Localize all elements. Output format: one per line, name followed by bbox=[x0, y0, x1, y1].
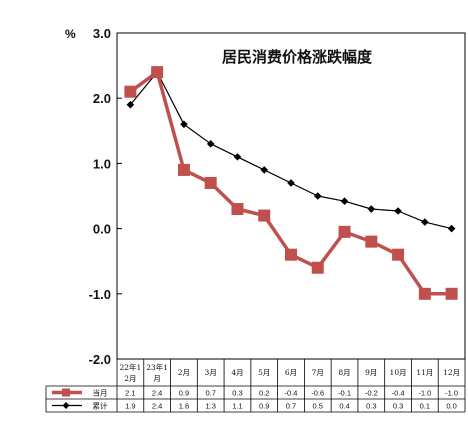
monthly-point bbox=[338, 225, 351, 238]
y-tick-label: 0.0 bbox=[93, 222, 111, 237]
chart-title: 居民消费价格涨跌幅度 bbox=[222, 48, 373, 66]
monthly-point bbox=[124, 85, 137, 98]
table-cell-value: -0.1 bbox=[338, 389, 351, 398]
table-cell-value: 1.3 bbox=[205, 402, 215, 411]
table-cell-value: 0.3 bbox=[366, 402, 376, 411]
monthly-point bbox=[365, 235, 378, 248]
table-cell-value: 1.9 bbox=[125, 402, 135, 411]
monthly-point bbox=[151, 66, 164, 79]
y-tick-label: 3.0 bbox=[93, 26, 111, 41]
y-unit-label: % bbox=[65, 27, 76, 41]
table-cell-value: -0.6 bbox=[311, 389, 324, 398]
plot-frame bbox=[116, 32, 466, 360]
table-cell-value: 0.5 bbox=[313, 402, 323, 411]
cumulative-point bbox=[340, 197, 349, 206]
monthly-point bbox=[204, 176, 217, 189]
cumulative-point bbox=[126, 100, 135, 109]
monthly-point bbox=[418, 287, 431, 300]
x-category-label: 5月 bbox=[258, 368, 270, 377]
x-category-label: 7月 bbox=[312, 368, 324, 377]
y-tick-label: 2.0 bbox=[93, 91, 111, 106]
table-cell-value: -1.0 bbox=[445, 389, 458, 398]
y-tick-label: -1.0 bbox=[89, 287, 111, 302]
table-cell-value: -1.0 bbox=[418, 389, 431, 398]
x-category-label: 月 bbox=[153, 374, 161, 383]
plot-border bbox=[116, 32, 466, 360]
table-cell-value: -0.4 bbox=[392, 389, 405, 398]
cumulative-point bbox=[394, 207, 402, 215]
x-category-label: 2月 bbox=[178, 368, 190, 377]
table-cell-value: 0.2 bbox=[259, 389, 269, 398]
table-cell-value: 0.3 bbox=[393, 402, 403, 411]
x-category-label: 9月 bbox=[365, 368, 377, 377]
x-category-label: 8月 bbox=[338, 368, 350, 377]
series-layer bbox=[124, 66, 458, 300]
y-tick-label: -2.0 bbox=[89, 352, 111, 367]
monthly-point bbox=[258, 209, 271, 222]
cumulative-point bbox=[260, 166, 269, 174]
x-category-label: 10月 bbox=[390, 368, 407, 377]
table-cell-value: 0.0 bbox=[446, 402, 456, 411]
table-cell-value: 0.9 bbox=[259, 402, 269, 411]
table-cell-value: 0.7 bbox=[205, 389, 215, 398]
legend-label: 当月 bbox=[93, 388, 108, 398]
table-cell-value: 0.3 bbox=[232, 389, 242, 398]
x-category-label: 22年1 bbox=[119, 362, 141, 372]
table-cell-value: 2.4 bbox=[152, 389, 162, 398]
table-cell-value: -0.4 bbox=[285, 389, 298, 398]
legend-marker-monthly bbox=[62, 388, 70, 397]
table-cell-value: 1.1 bbox=[232, 402, 242, 411]
monthly-point bbox=[311, 261, 324, 274]
y-axis: 3.0 2.0 1.0 0.0 -1.0 -2.0 bbox=[89, 26, 122, 367]
monthly-point bbox=[392, 248, 405, 261]
legend-label: 累计 bbox=[93, 401, 108, 411]
cumulative-point bbox=[287, 179, 295, 187]
cumulative-point bbox=[447, 224, 456, 233]
table-cell-value: 0.4 bbox=[339, 402, 349, 411]
cumulative-point bbox=[206, 140, 215, 148]
table-cell-value: 0.9 bbox=[179, 389, 189, 398]
x-category-label: 6月 bbox=[285, 368, 297, 377]
x-category-label: 2月 bbox=[124, 374, 136, 383]
cumulative-point bbox=[421, 218, 429, 226]
legend-marker-cumulative bbox=[62, 402, 70, 409]
x-category-label: 23年1 bbox=[146, 362, 168, 372]
x-category-label: 4月 bbox=[231, 368, 243, 377]
table-cell-value: -0.2 bbox=[365, 389, 378, 398]
monthly-point bbox=[231, 203, 244, 216]
table-cell-value: 0.1 bbox=[420, 402, 430, 411]
cumulative-point bbox=[367, 205, 376, 213]
monthly-point bbox=[177, 163, 190, 176]
monthly-point bbox=[285, 248, 297, 261]
y-tick-label: 1.0 bbox=[93, 156, 111, 171]
cumulative-point bbox=[180, 120, 188, 129]
cumulative-point bbox=[233, 153, 242, 161]
table-cell-value: 2.1 bbox=[125, 389, 135, 398]
table-cell-value: 0.7 bbox=[286, 402, 296, 411]
table-cell-value: 1.6 bbox=[179, 402, 189, 411]
cumulative-point bbox=[313, 192, 322, 200]
x-category-label: 3月 bbox=[205, 368, 217, 377]
table-cell-value: 2.4 bbox=[152, 402, 162, 411]
x-category-label: 12月 bbox=[443, 368, 460, 377]
x-category-label: 11月 bbox=[416, 368, 433, 377]
monthly-point bbox=[445, 287, 458, 300]
